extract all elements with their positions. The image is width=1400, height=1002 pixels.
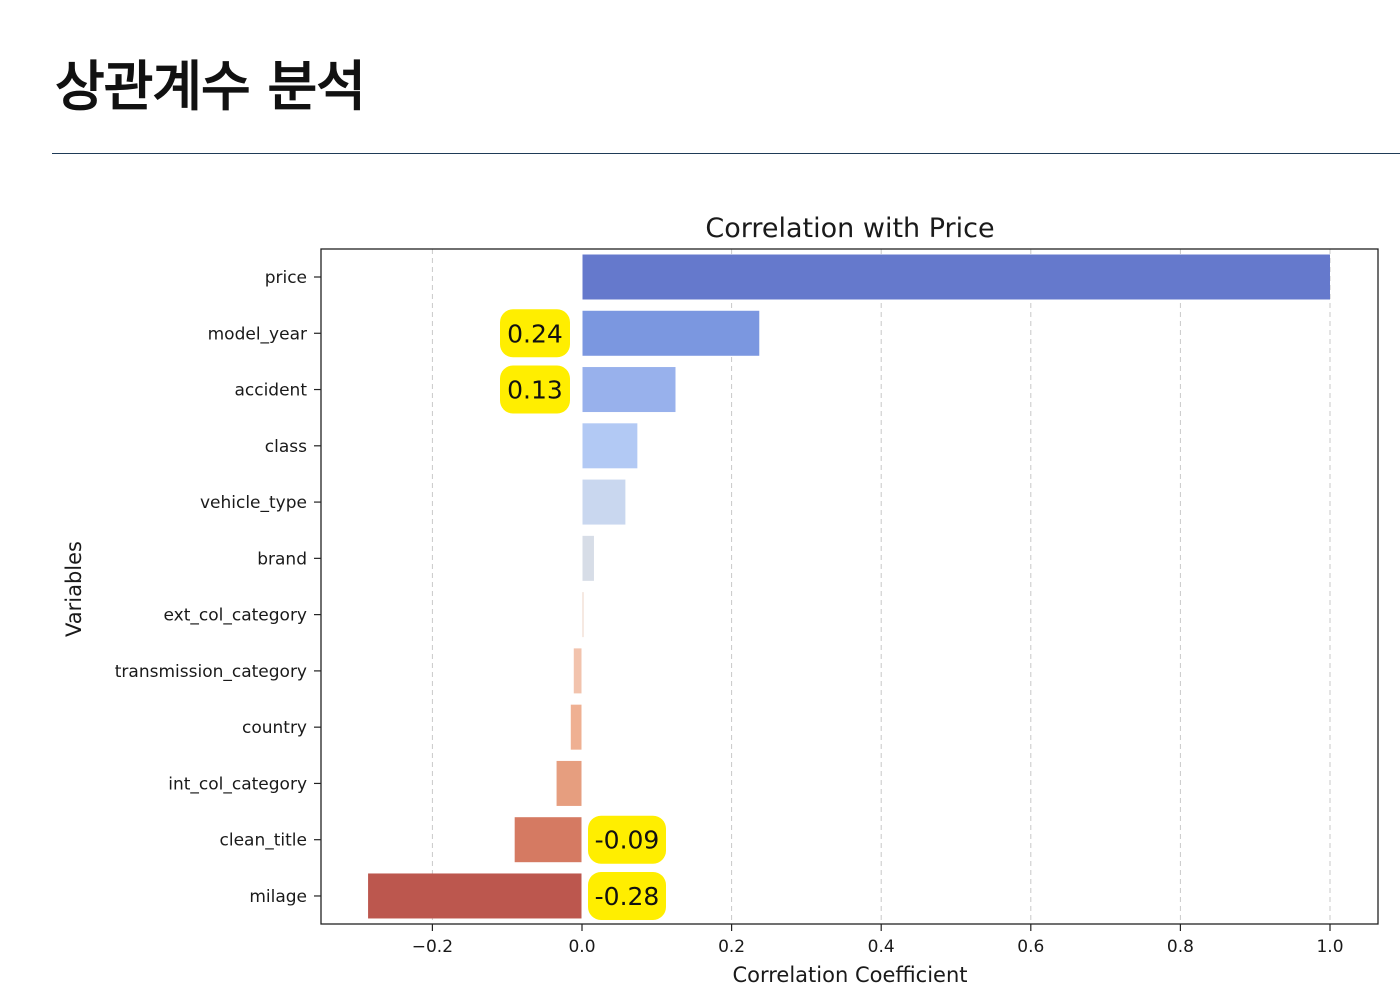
annotation-label: 0.24 — [507, 319, 563, 348]
y-axis-label: Variables — [62, 541, 86, 637]
x-tick-label: 1.0 — [1316, 937, 1343, 957]
x-axis-label: Correlation Coefficient — [732, 963, 967, 987]
annotation-label: 0.13 — [507, 376, 563, 405]
annotation-label: -0.28 — [595, 882, 660, 911]
bar-int-col-category — [556, 760, 582, 806]
y-tick-label: brand — [257, 549, 307, 569]
y-tick-label: model_year — [208, 324, 307, 344]
y-tick-label: ext_col_category — [164, 606, 308, 626]
y-tick-label: clean_title — [220, 831, 307, 851]
bar-milage — [368, 873, 582, 919]
x-tick-label: 0.2 — [718, 937, 745, 957]
plot-frame — [320, 248, 1379, 925]
x-tick-label: 0.6 — [1017, 937, 1044, 957]
y-tick-label: milage — [249, 887, 307, 907]
bar-model-year — [582, 310, 760, 356]
page-title: 상관계수 분석 — [55, 55, 366, 118]
bar-clean-title — [514, 817, 582, 863]
x-tick-label: 0.4 — [868, 937, 895, 957]
y-tick-label: int_col_category — [168, 774, 307, 794]
x-tick-label: −0.2 — [412, 937, 453, 957]
y-tick-label: country — [242, 718, 307, 738]
y-tick-label: transmission_category — [115, 662, 307, 682]
annotation-badge — [588, 815, 666, 864]
bar-accident — [582, 367, 676, 413]
bar-price — [582, 254, 1330, 300]
bar-vehicle-type — [582, 479, 626, 525]
x-tick-label: 0.8 — [1167, 937, 1194, 957]
y-tick-label: accident — [234, 381, 307, 401]
y-tick-label: class — [265, 437, 307, 457]
annotation-badge — [588, 871, 666, 920]
y-tick-label: vehicle_type — [200, 493, 307, 513]
x-tick-label: 0.0 — [568, 937, 595, 957]
annotation-badge — [500, 309, 570, 358]
y-tick-label: price — [265, 268, 307, 288]
bar-country — [570, 704, 582, 750]
annotation-badge — [500, 365, 570, 414]
bar-class — [582, 423, 638, 469]
chart-title: Correlation with Price — [705, 213, 994, 244]
bar-ext-col-category — [582, 592, 584, 638]
annotation-label: -0.09 — [595, 826, 660, 855]
bar-transmission-category — [573, 648, 582, 694]
title-divider — [52, 153, 1400, 154]
bar-brand — [582, 535, 594, 581]
